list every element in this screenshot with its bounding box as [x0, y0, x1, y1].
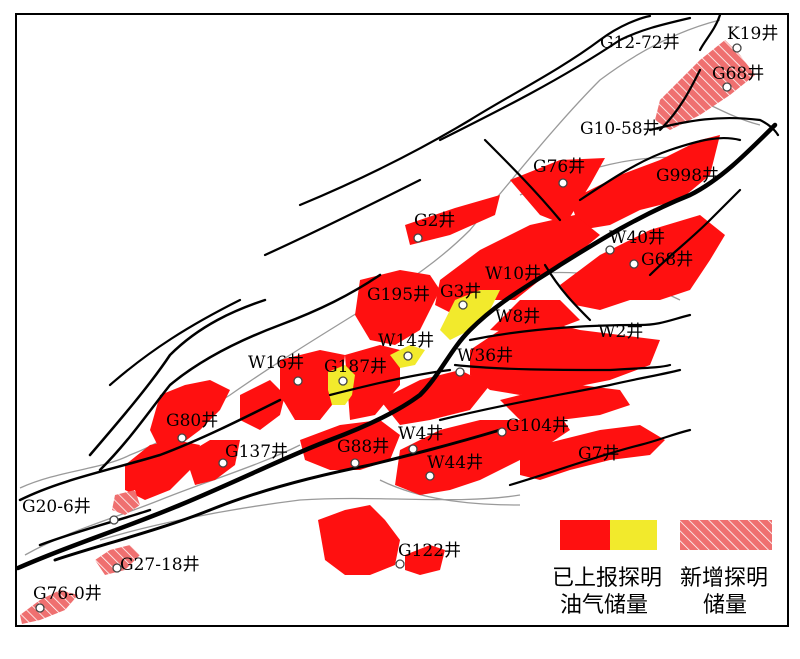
reserve-polygon: [185, 440, 240, 485]
legend-label-reported-2: 油气储量: [560, 593, 648, 618]
reserve-polygon: [435, 215, 600, 315]
gas-polygon: [440, 290, 500, 340]
reserve-polygon: [240, 380, 285, 430]
well-label-g27-18: G27-18井: [120, 555, 200, 575]
legend-label-new-1: 新增探明: [680, 566, 768, 591]
well-marker: [293, 376, 303, 386]
reserve-polygon: [510, 158, 605, 225]
reserve-polygon: [395, 415, 570, 495]
well-marker: [722, 82, 732, 92]
well-label-w16: W16井: [248, 353, 304, 373]
well-label-g7: G7井: [578, 444, 619, 464]
well-label-g104: G104井: [506, 416, 569, 436]
new-reserve-polygon: [95, 545, 140, 575]
well-label-w4: W4井: [398, 424, 443, 444]
well-labels: K19井 G12-72井 G68井 G10-58井 G76井 G998井 G2井…: [22, 24, 778, 604]
well-marker: [395, 559, 405, 569]
well-label-w44: W44井: [427, 453, 483, 473]
well-marker: [403, 351, 413, 361]
well-label-w8: W8井: [495, 307, 540, 327]
well-label-g2: G2井: [414, 211, 455, 231]
well-label-g12-72: G12-72井: [600, 33, 680, 53]
reserve-polygon: [125, 440, 200, 500]
well-marker: [109, 515, 119, 525]
reserve-polygon: [280, 350, 345, 420]
well-label-g76-0: G76-0井: [33, 584, 102, 604]
well-marker: [218, 458, 228, 468]
well-marker: [338, 376, 348, 386]
well-label-g88: G88井: [337, 437, 389, 457]
legend-swatch-new: [680, 520, 772, 550]
well-marker: [497, 427, 507, 437]
well-label-g80: G80井: [166, 411, 218, 431]
reserve-polygon: [300, 420, 400, 470]
legend-label-new-2: 储量: [703, 593, 747, 618]
well-marker: [558, 178, 568, 188]
reported-gas-areas: [328, 290, 500, 405]
reserve-polygon: [570, 135, 720, 230]
legend-swatch-reported-gas: [610, 520, 657, 550]
reported-reserve-areas: [125, 135, 725, 575]
well-label-w36: W36井: [457, 346, 513, 366]
reserve-polygon: [318, 505, 400, 575]
reserve-polygon: [355, 270, 440, 345]
well-label-g3: G3井: [440, 282, 481, 302]
well-label-w10: W10井: [485, 264, 541, 284]
legend-label-reported-1: 已上报探明: [552, 566, 662, 591]
well-label-g998: G998井: [656, 166, 719, 186]
well-marker: [35, 603, 45, 613]
well-label-k19: K19井: [727, 24, 778, 44]
well-label-g122: G122井: [398, 541, 461, 561]
legend: 已上报探明 油气储量 新增探明 储量: [552, 520, 772, 618]
reserve-polygon: [405, 545, 445, 575]
well-label-g195: G195井: [367, 285, 430, 305]
reserve-polygon: [380, 370, 490, 425]
well-marker: [413, 233, 423, 243]
fault-lines: [15, 13, 780, 571]
well-marker: [177, 433, 187, 443]
new-reserve-polygon: [20, 590, 78, 624]
well-label-w14: W14井: [378, 331, 434, 351]
reserve-polygon: [500, 385, 630, 420]
well-marker: [605, 245, 615, 255]
reserve-polygon: [520, 425, 665, 480]
reserve-polygon: [150, 380, 230, 450]
well-marker: [629, 259, 639, 269]
well-marker: [425, 471, 435, 481]
well-label-g68-south: G68井: [641, 250, 693, 270]
reserve-polygon: [405, 195, 500, 245]
well-label-g76: G76井: [533, 157, 585, 177]
well-label-g20-6: G20-6井: [22, 497, 91, 517]
new-reserve-polygon: [112, 490, 140, 515]
well-label-g68-north: G68井: [712, 64, 764, 84]
well-markers: [35, 43, 742, 613]
well-marker: [350, 458, 360, 468]
well-marker: [732, 43, 742, 53]
well-label-w2: W2井: [598, 322, 643, 342]
reserve-polygon: [560, 215, 725, 310]
legend-swatch-reported: [560, 520, 610, 550]
well-label-w40: W40井: [609, 228, 665, 248]
well-marker: [455, 367, 465, 377]
well-label-g137: G137井: [225, 442, 288, 462]
well-marker: [112, 563, 122, 573]
well-label-g10-58: G10-58井: [580, 119, 660, 139]
well-marker: [408, 444, 418, 454]
well-marker: [458, 300, 468, 310]
reserve-polygon: [490, 300, 580, 335]
well-label-g187: G187井: [324, 357, 387, 377]
reserve-polygon: [470, 320, 660, 395]
